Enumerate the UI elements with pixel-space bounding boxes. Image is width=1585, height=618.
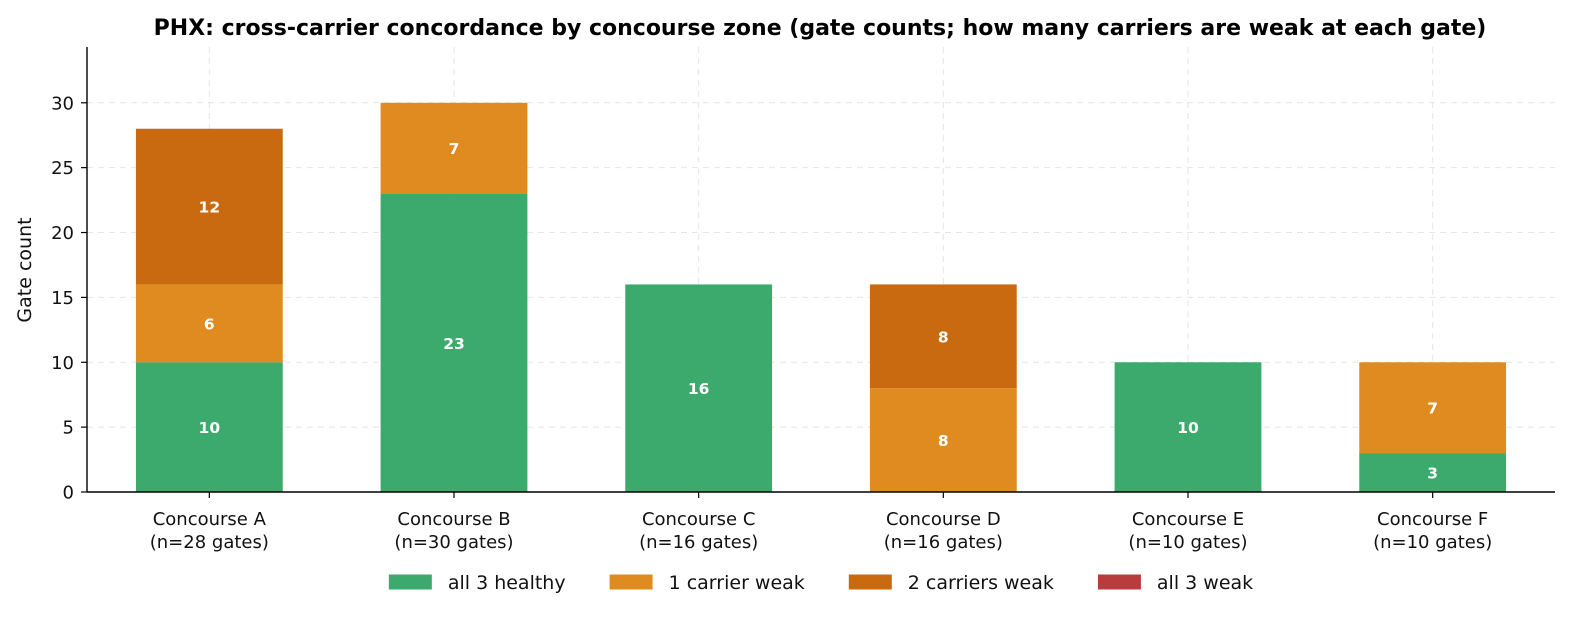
bar-segment-all-3-healthy [1114,362,1262,492]
x-tick-label: Concourse E [1132,509,1244,530]
legend-swatch [388,574,432,590]
legend-swatch [848,574,892,590]
y-tick-label: 0 [63,483,74,504]
bar-value-label: 7 [449,140,460,158]
bar-value-label: 8 [938,432,949,450]
x-tick-label: (n=16 gates) [639,532,758,553]
bar-value-label: 10 [199,419,221,437]
y-tick-label: 30 [51,93,74,114]
y-axis-label: Gate count [14,217,36,322]
axes-layer: 0 5 10 15 20 25 30 Concourse A(n=28 gates) Conco… [51,47,1555,553]
legend-label: 1 carrier weak [669,572,805,594]
legend-label: all 3 weak [1157,572,1253,594]
bar-value-label: 16 [688,380,710,398]
bar-segment-1-carrier-weak [135,284,283,363]
bar-value-label: 8 [938,328,949,346]
bar-value-label: 23 [443,335,465,353]
bar-segment-2-carriers-weak [869,284,1017,389]
grid-layer [87,47,1555,492]
legend-item: all 3 healthy [388,572,566,594]
y-tick-label: 10 [51,353,74,374]
x-tick-label: (n=16 gates) [884,532,1003,553]
chart-title: PHX: cross-carrier concordance by concou… [154,16,1487,41]
bar-segment-all-3-healthy [135,362,283,492]
legend-label: all 3 healthy [448,572,566,594]
y-tick-label: 15 [51,288,74,309]
legend-item: 1 carrier weak [609,572,805,594]
bar-segment-all-3-healthy [380,193,528,492]
x-tick-label: Concourse F [1377,509,1488,530]
legend-item: 2 carriers weak [848,572,1054,594]
x-tick-label: (n=10 gates) [1128,532,1247,553]
bar-segment-2-carriers-weak [135,128,283,285]
y-tick-label: 20 [51,223,74,244]
bar-value-label: 6 [204,315,215,333]
legend-label: 2 carriers weak [908,572,1054,594]
legend: all 3 healthy 1 carrier weak 2 carriers we… [388,572,1253,594]
bar-segment-1-carrier-weak [380,102,528,194]
x-tick-label: Concourse B [397,509,510,530]
x-tick-label: Concourse A [153,509,267,530]
bar-segment-all-3-healthy [1359,453,1507,492]
y-tick-label: 25 [51,158,74,179]
x-tick-label: (n=30 gates) [394,532,513,553]
bar-segment-all-3-healthy [625,284,773,492]
bars-layer [135,102,1507,492]
legend-swatch [609,574,653,590]
y-tick-label: 5 [63,418,74,439]
x-tick-label: (n=28 gates) [150,532,269,553]
legend-item: all 3 weak [1097,572,1253,594]
x-tick-label: Concourse D [886,509,1001,530]
bar-value-label: 7 [1427,400,1438,418]
legend-swatch [1097,574,1141,590]
bar-segment-1-carrier-weak [869,388,1017,492]
bar-labels-layer: 10 6 12 23 7 16 8 8 10 3 7 [199,140,1439,482]
x-tick-label: Concourse C [642,509,755,530]
bar-value-label: 3 [1427,465,1438,483]
bar-value-label: 12 [199,199,221,217]
bar-segment-1-carrier-weak [1359,362,1507,454]
bar-value-label: 10 [1177,419,1199,437]
x-tick-label: (n=10 gates) [1373,532,1492,553]
